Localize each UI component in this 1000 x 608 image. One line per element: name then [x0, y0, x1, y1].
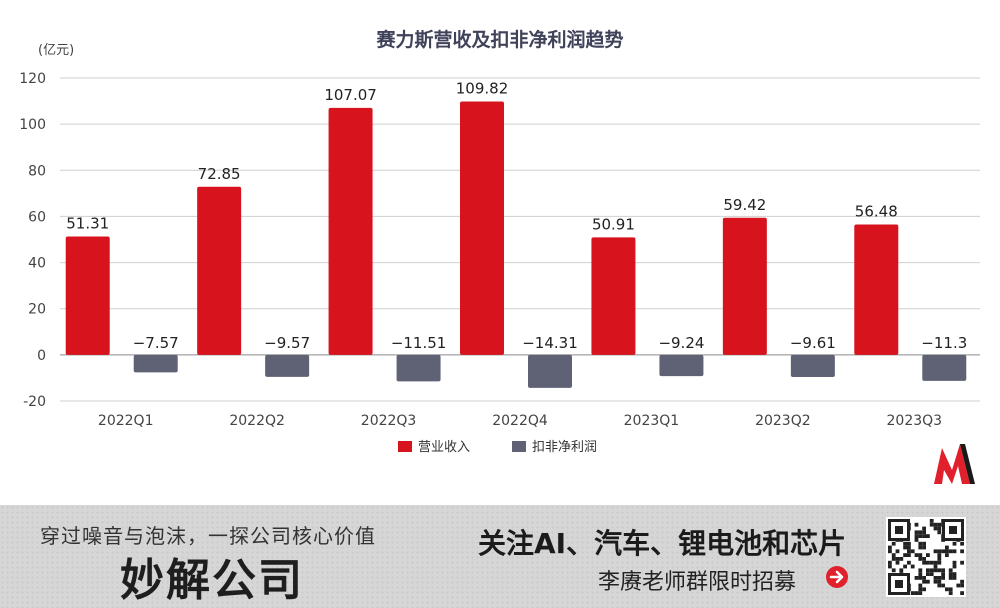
data-label: 50.91: [592, 215, 635, 233]
legend-label: 扣非净利润: [532, 440, 597, 455]
data-label: −14.31: [522, 334, 578, 352]
data-label: 56.48: [855, 203, 898, 221]
profit-bar: [265, 354, 310, 377]
banner-focus: 关注AI、汽车、锂电池和芯片: [478, 527, 847, 560]
x-tick-label: 2023Q2: [755, 413, 811, 429]
chart-title: 赛力斯营收及扣非净利润趋势: [375, 28, 623, 51]
y-tick-label: 60: [28, 209, 46, 225]
banner-recruit[interactable]: 李赓老师群限时招募: [598, 570, 797, 595]
y-tick-label: 80: [28, 163, 46, 179]
y-tick-label: -20: [23, 394, 46, 410]
revenue-bar: [460, 101, 504, 355]
data-label: 109.82: [456, 79, 509, 97]
y-tick-label: 40: [28, 256, 46, 272]
profit-bar: [133, 354, 178, 373]
x-tick-label: 2023Q1: [624, 413, 680, 429]
banner-brand: 妙解公司: [120, 555, 304, 606]
banner-slogan: 穿过噪音与泡沫，一探公司核心价值: [40, 524, 376, 548]
data-label: 59.42: [723, 196, 766, 214]
revenue-bar: [65, 236, 110, 355]
legend-label: 营业收入: [418, 440, 470, 455]
x-tick-label: 2023Q3: [887, 413, 943, 429]
m-logo-icon: [934, 444, 975, 484]
data-label: −9.24: [658, 334, 704, 352]
data-label: −9.61: [790, 334, 836, 352]
data-label: −7.57: [133, 334, 179, 352]
revenue-bar: [328, 107, 373, 355]
y-tick-label: 20: [28, 302, 46, 318]
profit-bar: [922, 354, 967, 381]
x-tick-label: 2022Q1: [98, 413, 154, 429]
revenue-profit-chart: 赛力斯营收及扣非净利润趋势 (亿元) -20 0 20 40 60 80 100 120 51.31…: [19, 28, 980, 455]
y-tick-label: 0: [37, 348, 46, 364]
profit-bar: [396, 354, 441, 382]
x-tick-label: 2022Q4: [492, 413, 548, 429]
revenue-bar: [591, 237, 636, 355]
y-axis-unit: (亿元): [38, 43, 74, 58]
revenue-bar: [197, 186, 242, 355]
data-label: −11.3: [921, 334, 967, 352]
legend-swatch: [398, 441, 412, 452]
legend-swatch: [512, 441, 526, 452]
qr-code-icon[interactable]: [886, 517, 966, 597]
chart-area: 赛力斯营收及扣非净利润趋势 (亿元) -20 0 20 40 60 80 100 120 51.31…: [19, 28, 980, 455]
data-label: −9.57: [264, 334, 310, 352]
y-tick-label: 100: [19, 117, 46, 133]
x-tick-label: 2022Q2: [229, 413, 285, 429]
profit-bar: [528, 354, 572, 388]
data-label: 107.07: [324, 86, 377, 104]
data-label: 51.31: [66, 214, 109, 232]
arrow-right-circle-icon[interactable]: [826, 566, 848, 588]
revenue-bar: [854, 224, 899, 355]
profit-bar: [659, 354, 704, 377]
revenue-bar: [722, 217, 767, 355]
y-tick-label: 120: [19, 71, 46, 87]
data-label: −11.51: [391, 334, 447, 352]
promo-banner: [0, 505, 1000, 608]
profit-bar: [790, 354, 835, 378]
x-tick-label: 2022Q3: [361, 413, 417, 429]
data-label: 72.85: [198, 165, 241, 183]
